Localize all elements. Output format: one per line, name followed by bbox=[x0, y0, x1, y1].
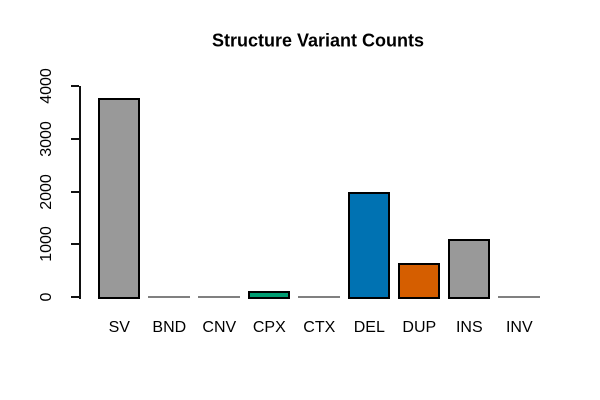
x-axis-label-dup: DUP bbox=[402, 319, 437, 336]
x-axis-label-ins: INS bbox=[455, 319, 483, 336]
bar-sv bbox=[98, 97, 141, 299]
y-axis-line bbox=[79, 86, 81, 299]
x-axis-label-bnd: BND bbox=[152, 319, 187, 336]
x-axis-label-sv: SV bbox=[108, 319, 130, 336]
y-axis-tick-label: 0 bbox=[38, 292, 55, 302]
y-axis-tick bbox=[71, 85, 79, 88]
x-axis-label-cpx: CPX bbox=[252, 319, 286, 336]
bar-del bbox=[348, 192, 391, 299]
x-axis-label-ctx: CTX bbox=[303, 319, 336, 336]
bar-dup bbox=[398, 263, 441, 299]
x-axis-label-del: DEL bbox=[353, 319, 385, 336]
y-axis-tick-label: 4000 bbox=[38, 68, 55, 105]
y-axis-tick bbox=[71, 138, 79, 141]
y-axis-tick bbox=[71, 190, 79, 193]
bar-cnv bbox=[198, 296, 241, 298]
x-axis-label-cnv: CNV bbox=[202, 319, 237, 336]
bar-ctx bbox=[298, 296, 341, 298]
y-axis-tick-label: 1000 bbox=[38, 226, 55, 263]
y-axis-tick-label: 3000 bbox=[38, 121, 55, 157]
bar-bnd bbox=[148, 296, 191, 298]
bar-cpx bbox=[248, 290, 291, 299]
bar-ins bbox=[448, 238, 491, 299]
chart-title: Structure Variant Counts bbox=[211, 30, 425, 51]
y-axis-tick bbox=[71, 296, 79, 298]
y-axis-tick bbox=[71, 243, 79, 246]
x-axis-label-inv: INV bbox=[505, 319, 533, 336]
y-axis-tick-label: 2000 bbox=[38, 173, 55, 210]
bar-inv bbox=[498, 296, 541, 298]
